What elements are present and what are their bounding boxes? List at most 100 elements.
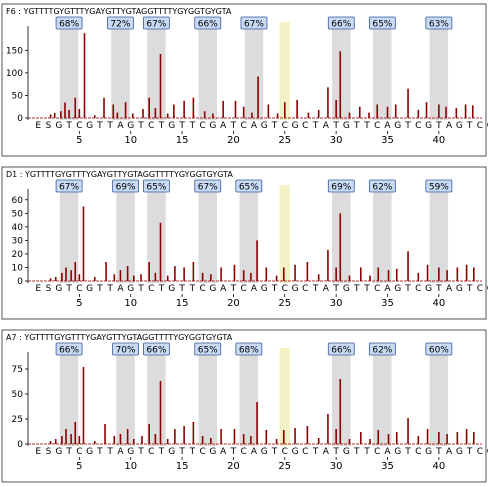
methylation-label-box: [425, 179, 453, 193]
dispensation-letter: C: [302, 284, 308, 294]
dispensation-letter: T: [178, 284, 185, 294]
dispensation-letter: G: [86, 121, 93, 131]
y-tick-label: 0: [17, 440, 23, 450]
methylation-label-box: [107, 16, 134, 30]
dispensation-letter: T: [106, 284, 113, 294]
dispensation-letter: A: [323, 284, 330, 294]
methylation-label-box: [235, 179, 263, 193]
dispensation-letter: E: [35, 284, 41, 294]
methylation-percent-label: 67%: [244, 20, 264, 30]
cpg-highlight-column: [429, 22, 449, 120]
dispensation-letter: G: [55, 121, 62, 131]
methylation-label-box: [112, 179, 139, 193]
methylation-percent-label: 69%: [116, 183, 136, 193]
dispensation-letter: C: [148, 121, 154, 131]
x-tick-label: 10: [124, 135, 137, 146]
pyrogram-panel-d1: D1 : YGTTTTGYGTTTYGAYGTTYGTAGGTTTTYGYGGT…: [0, 163, 488, 323]
methylation-percent-label: 67%: [198, 183, 218, 193]
dispensation-letter: A: [323, 447, 330, 457]
y-tick-label: 10: [12, 263, 24, 273]
methylation-label-box: [240, 16, 268, 30]
dispensation-letter: T: [230, 447, 237, 457]
methylation-percent-label: 62%: [372, 183, 392, 193]
methylation-label-box: [194, 342, 222, 356]
chart-title: D1 : YGTTTTGYGTTTYGAYGTTYGTAGGTTTTYGYGGT…: [6, 170, 233, 179]
dispensation-letter: C: [302, 447, 308, 457]
methylation-label-box: [425, 342, 453, 356]
methylation-percent-label: 66%: [331, 346, 351, 356]
dispensation-letter: T: [312, 284, 319, 294]
cpg-highlight-column: [198, 22, 217, 120]
dispensation-letter: T: [271, 447, 278, 457]
dispensation-letter: T: [363, 121, 370, 131]
dispensation-letter: C: [415, 447, 421, 457]
x-tick-label: 35: [381, 461, 394, 472]
dispensation-letter: G: [261, 284, 268, 294]
dispensation-letter: C: [477, 121, 483, 131]
methylation-label-box: [142, 342, 170, 356]
x-tick-label: 15: [176, 298, 189, 309]
methylation-percent-label: 69%: [331, 183, 351, 193]
dispensation-letter: G: [209, 284, 216, 294]
dispensation-letter: C: [374, 121, 380, 131]
dispensation-letter: A: [251, 121, 258, 131]
dispensation-letter: G: [127, 447, 134, 457]
dispensation-letter: T: [106, 447, 113, 457]
y-tick-label: 75: [12, 365, 23, 375]
dispensation-letter: C: [415, 284, 421, 294]
cpg-highlight-column: [116, 348, 135, 446]
dispensation-letter: A: [117, 284, 124, 294]
cpg-highlight-column: [429, 348, 449, 446]
methylation-percent-label: 60%: [429, 346, 449, 356]
dispensation-letter: G: [86, 447, 93, 457]
methylation-percent-label: 66%: [198, 20, 218, 30]
dispensation-letter: A: [384, 121, 391, 131]
x-tick-label: 15: [176, 461, 189, 472]
y-tick-label: 50: [12, 390, 24, 400]
dispensation-letter: G: [292, 284, 299, 294]
methylation-label-box: [368, 179, 396, 193]
dispensation-letter: C: [148, 447, 154, 457]
dispensation-letter: G: [292, 121, 299, 131]
dispensation-letter: S: [46, 447, 52, 457]
dispensation-letter: G: [127, 121, 134, 131]
dispensation-letter: T: [65, 284, 72, 294]
dispensation-letter: C: [282, 284, 288, 294]
dispensation-letter: T: [189, 284, 196, 294]
dispensation-letter: G: [343, 284, 350, 294]
dispensation-letter: C: [76, 121, 82, 131]
x-tick-label: 30: [330, 298, 343, 309]
x-tick-label: 20: [227, 461, 240, 472]
pyrogram-panel-a7: A7 : YGTTTTGYGTTTYGAYGTTYGTAGGTTTTYGYGGT…: [0, 326, 488, 486]
dispensation-letter: G: [261, 447, 268, 457]
dispensation-letter: C: [199, 121, 205, 131]
dispensation-letter: A: [220, 284, 227, 294]
methylation-percent-label: 65%: [198, 346, 218, 356]
dispensation-letter: T: [106, 121, 113, 131]
dispensation-letter: C: [374, 284, 380, 294]
dispensation-letter: C: [199, 447, 205, 457]
dispensation-letter: G: [343, 447, 350, 457]
x-tick-label: 25: [278, 135, 291, 146]
dispensation-letter: A: [446, 447, 453, 457]
dispensation-letter: T: [435, 121, 442, 131]
dispensation-letter: G: [487, 447, 488, 457]
dispensation-letter: T: [65, 121, 72, 131]
y-tick-label: 100: [6, 69, 23, 79]
dispensation-letter: A: [446, 121, 453, 131]
reference-highlight-column: [279, 22, 290, 120]
dispensation-letter: A: [117, 447, 124, 457]
methylation-percent-label: 65%: [372, 20, 392, 30]
dispensation-letter: T: [271, 284, 278, 294]
x-tick-label: 10: [124, 298, 137, 309]
dispensation-letter: T: [466, 121, 473, 131]
dispensation-letter: C: [282, 121, 288, 131]
methylation-label-box: [194, 179, 222, 193]
methylation-label-box: [55, 16, 83, 30]
x-tick-label: 5: [76, 135, 82, 146]
dispensation-letter: T: [404, 121, 411, 131]
dispensation-letter: T: [158, 121, 165, 131]
x-tick-label: 20: [227, 135, 240, 146]
methylation-label-box: [327, 179, 355, 193]
methylation-label-box: [55, 179, 83, 193]
